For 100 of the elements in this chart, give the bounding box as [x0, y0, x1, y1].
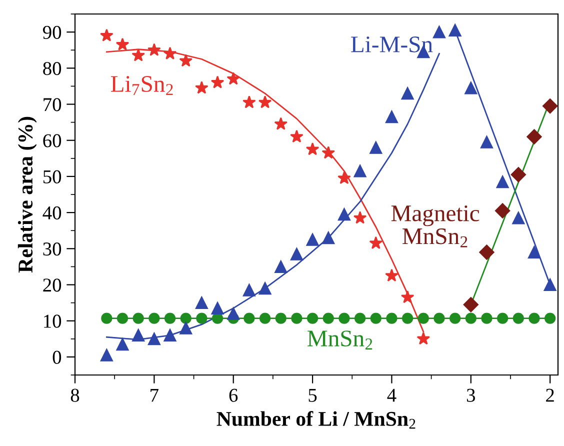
- series-label: Li-M-Sn: [351, 36, 433, 52]
- point: [275, 312, 286, 324]
- point: [306, 233, 319, 246]
- point: [402, 312, 414, 324]
- point: [259, 312, 271, 324]
- point: [448, 24, 462, 36]
- y-tick-label: 30: [43, 242, 62, 256]
- point: [132, 48, 145, 62]
- point: [258, 96, 272, 108]
- point: [100, 348, 113, 362]
- point: [528, 312, 540, 324]
- point: [464, 82, 478, 94]
- point: [274, 117, 288, 130]
- x-tick-label: 6: [229, 388, 238, 402]
- point: [463, 297, 478, 312]
- point: [510, 167, 526, 182]
- point: [386, 312, 398, 324]
- point: [385, 268, 398, 282]
- point: [195, 296, 208, 310]
- point: [306, 142, 320, 156]
- point: [163, 46, 177, 60]
- point: [354, 312, 366, 324]
- point: [370, 141, 382, 154]
- y-tick-label: 80: [43, 62, 62, 76]
- point: [465, 312, 476, 324]
- point: [544, 312, 556, 324]
- point: [480, 136, 493, 148]
- point: [306, 312, 318, 324]
- point: [322, 312, 334, 324]
- point: [497, 312, 508, 324]
- point: [116, 338, 129, 351]
- point: [116, 38, 130, 50]
- point: [401, 87, 414, 100]
- point: [526, 129, 542, 144]
- point: [322, 232, 335, 244]
- point: [290, 130, 304, 142]
- point: [242, 284, 256, 296]
- x-tick-label: 8: [70, 388, 80, 402]
- point: [148, 312, 160, 324]
- x-tick-label: 2: [546, 388, 554, 402]
- point: [338, 171, 351, 184]
- point: [227, 307, 240, 320]
- point: [132, 329, 145, 342]
- point: [164, 329, 176, 342]
- point: [291, 312, 302, 324]
- point: [370, 312, 382, 324]
- point: [258, 282, 272, 295]
- point: [148, 43, 161, 56]
- point: [180, 322, 192, 334]
- y-tick-label: 60: [43, 134, 62, 148]
- point: [385, 110, 398, 124]
- point: [116, 312, 128, 324]
- x-tick-label: 4: [387, 388, 396, 402]
- point: [353, 211, 367, 224]
- series-label: Li$_{7}$Sn$_{2}$: [110, 76, 173, 95]
- x-tick-label: 3: [466, 388, 476, 402]
- x-tick-label: 7: [150, 388, 158, 402]
- point: [450, 312, 461, 324]
- point: [544, 278, 556, 291]
- point: [338, 208, 350, 221]
- point: [180, 312, 192, 324]
- point: [512, 312, 524, 324]
- point: [400, 290, 414, 304]
- y-axis-title: Relative area (%): [18, 116, 37, 273]
- point: [434, 312, 445, 324]
- point: [196, 312, 208, 324]
- point: [512, 212, 525, 224]
- y-tick-label: 20: [43, 278, 62, 292]
- point: [432, 26, 446, 38]
- y-tick-label: 90: [42, 26, 62, 39]
- point: [274, 260, 288, 273]
- point: [338, 312, 350, 324]
- point: [542, 98, 558, 114]
- series-label: MnSn$_{2}$: [308, 330, 372, 350]
- point: [211, 302, 224, 314]
- point: [226, 72, 240, 85]
- point: [179, 54, 192, 67]
- point: [210, 76, 224, 88]
- point: [416, 332, 430, 345]
- point: [148, 332, 160, 346]
- point: [322, 146, 336, 159]
- point: [100, 28, 114, 42]
- point: [496, 176, 509, 188]
- point: [242, 96, 256, 108]
- point: [244, 312, 255, 324]
- y-tick-label: 0: [52, 350, 62, 364]
- x-tick-label: 5: [308, 388, 317, 402]
- point: [495, 203, 510, 218]
- point: [101, 312, 112, 324]
- point: [195, 81, 208, 94]
- point: [354, 164, 366, 178]
- point: [528, 246, 540, 259]
- point: [481, 312, 492, 324]
- point: [290, 248, 303, 260]
- point: [132, 312, 144, 324]
- point: [369, 236, 383, 249]
- y-tick-label: 40: [42, 206, 62, 220]
- y-tick-label: 50: [43, 170, 62, 184]
- point: [164, 312, 176, 324]
- x-axis-title: Number of Li / MnSn$_{2}$: [216, 411, 416, 429]
